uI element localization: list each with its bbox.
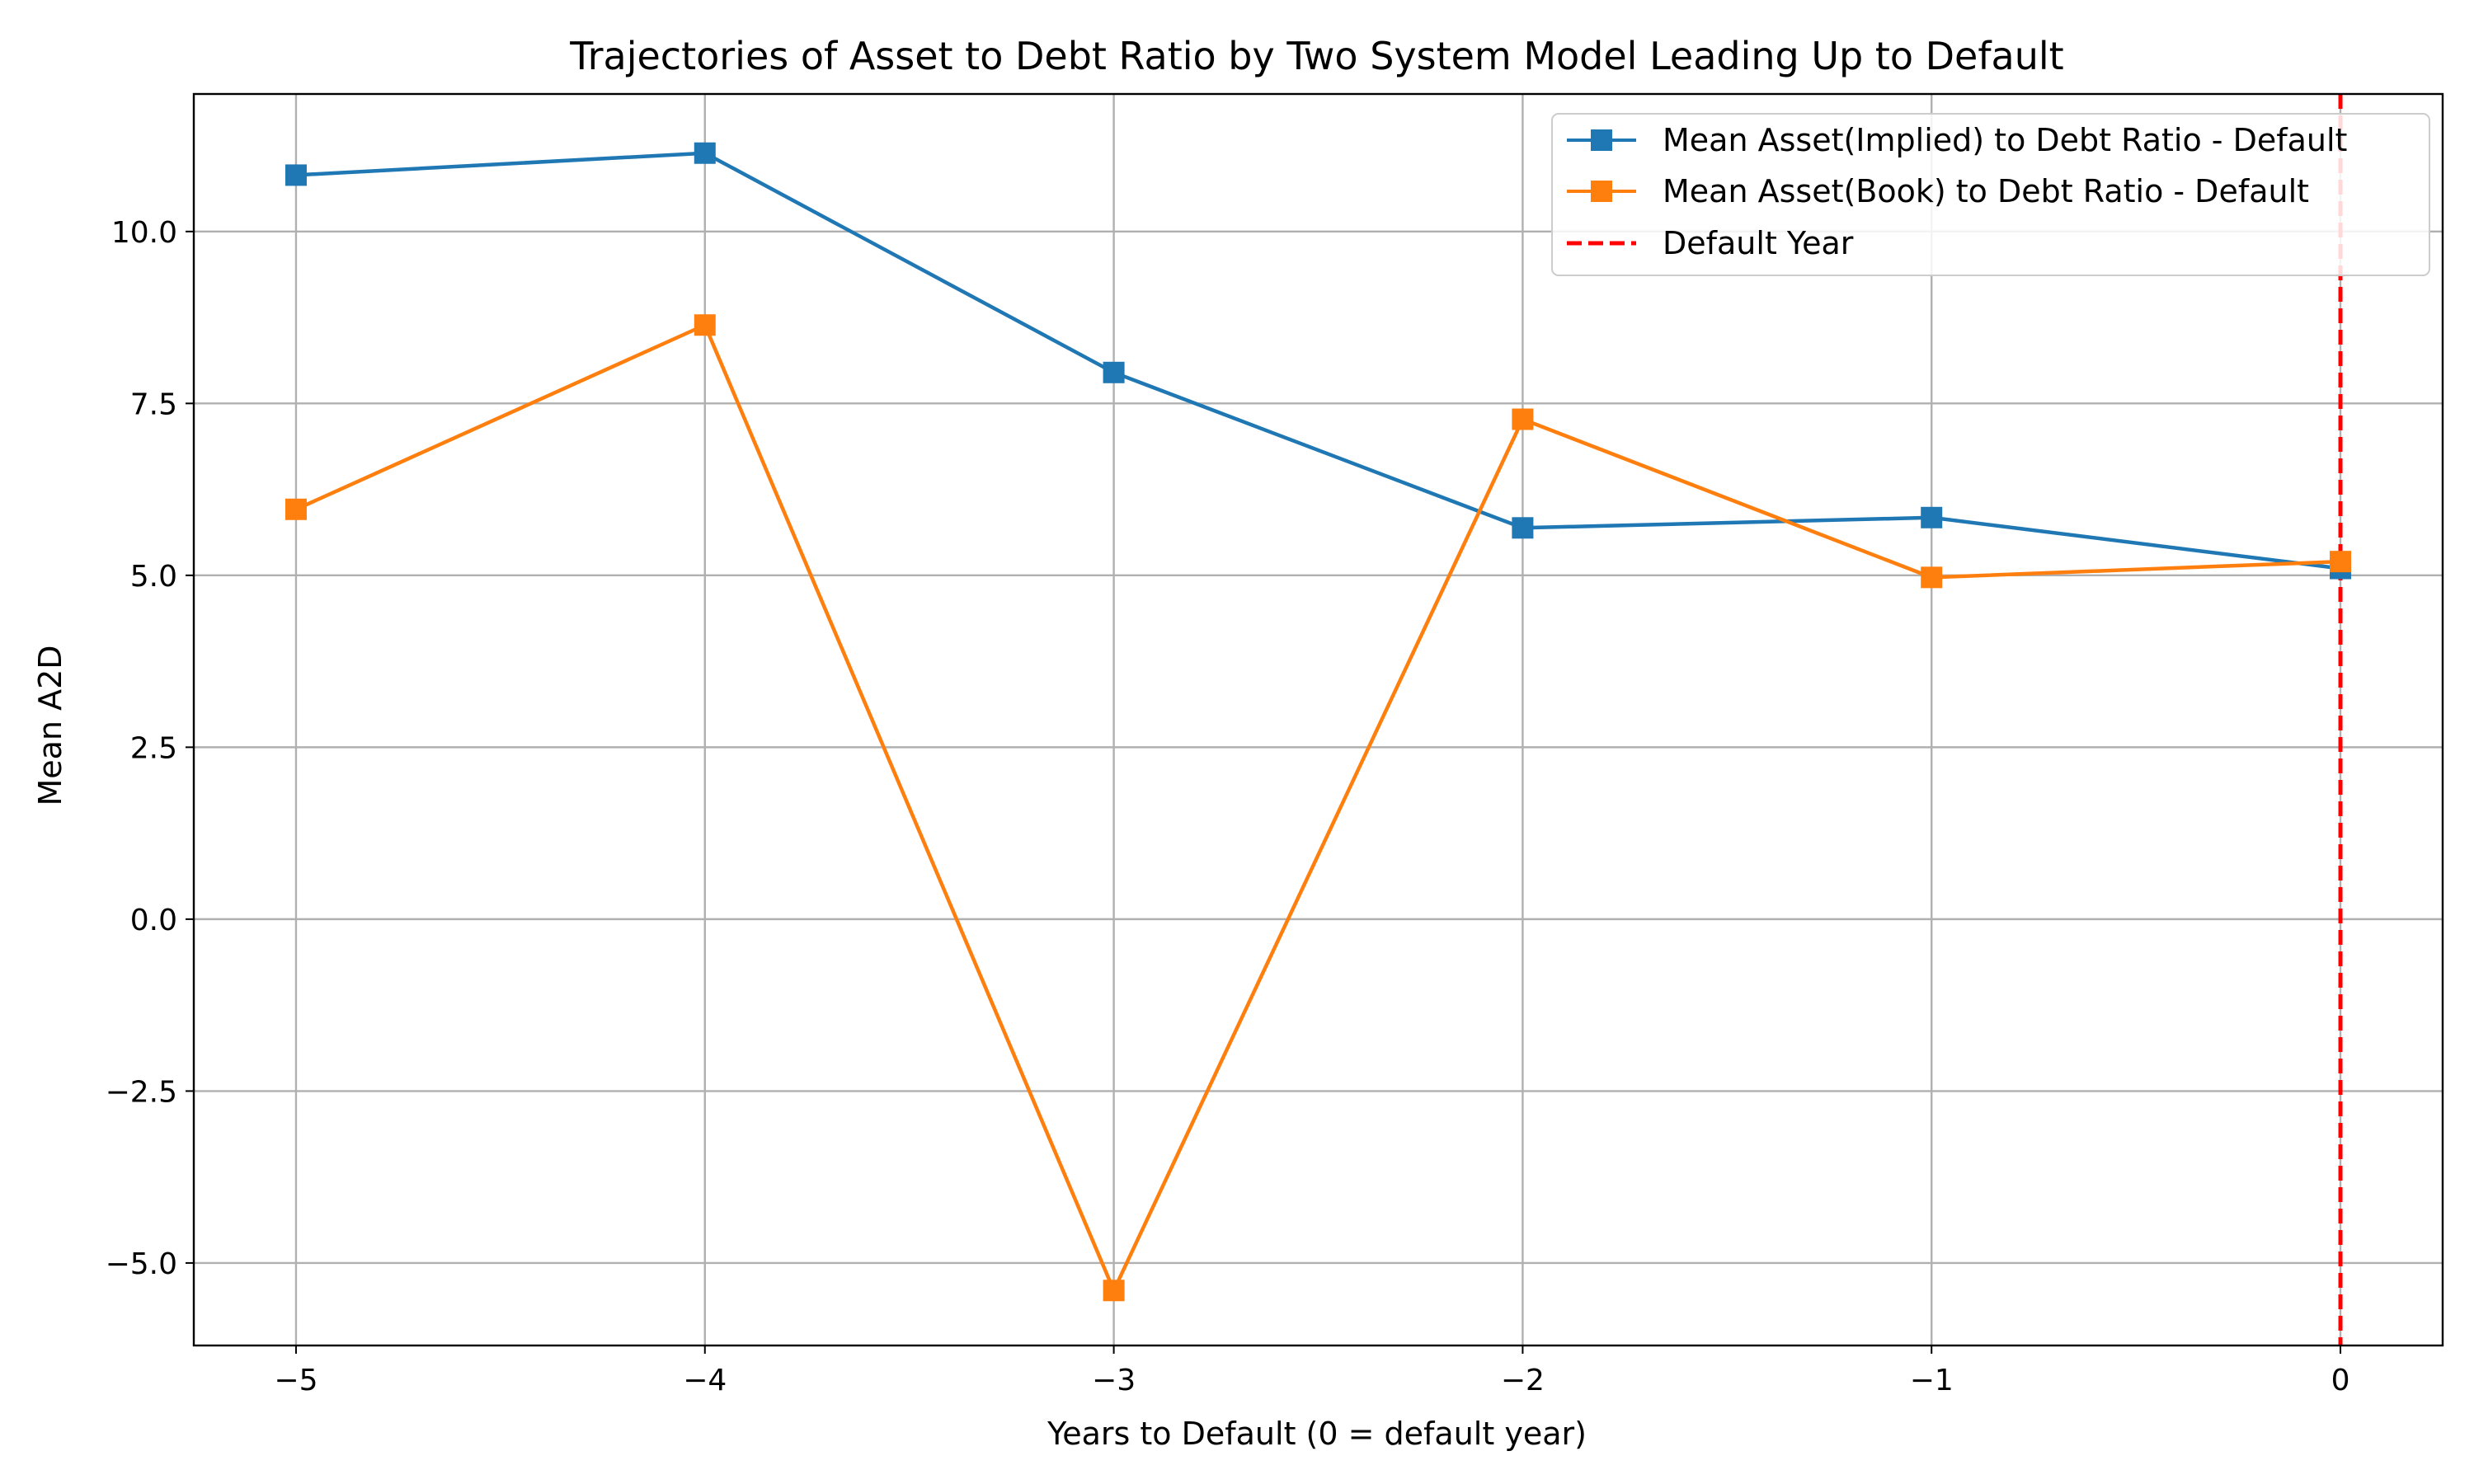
series-1-point: [1512, 408, 1534, 430]
series-1-point: [285, 498, 307, 520]
x-tick-label: 0: [2331, 1364, 2350, 1397]
ticks-layer: −5 −4 −3 −2 −1 0 −5.0 −2.5 0.0 2.5 5.0 7.5 10.0: [106, 216, 2350, 1397]
grid-layer: [194, 94, 2443, 1345]
y-tick-label: 7.5: [130, 387, 177, 421]
series-layer: [285, 142, 2352, 1302]
series-0-point: [694, 142, 716, 164]
series-1-point: [2330, 551, 2352, 573]
chart-title: Trajectories of Asset to Debt Ratio by T…: [569, 34, 2063, 78]
legend-label-default-year: Default Year: [1663, 225, 1854, 261]
y-tick-label: 10.0: [111, 216, 177, 250]
y-tick-label: −5.0: [106, 1247, 177, 1281]
series-0-point: [1512, 517, 1534, 539]
series-1-point: [1921, 566, 1943, 589]
series-line-1: [295, 322, 2341, 1293]
plot-area: −5 −4 −3 −2 −1 0 −5.0 −2.5 0.0 2.5 5.0 7.5 10.0: [106, 92, 2444, 1397]
series-0-point: [1103, 361, 1125, 383]
legend-entry-book: Mean Asset(Book) to Debt Ratio - Default: [1567, 173, 2309, 209]
x-tick-label: −5: [274, 1364, 317, 1397]
y-tick-label: 0.0: [130, 904, 177, 937]
x-tick-label: −1: [1910, 1364, 1954, 1397]
y-tick-label: 5.0: [130, 560, 177, 594]
y-tick-label: 2.5: [130, 731, 177, 765]
series-line-0: [295, 151, 2341, 571]
series-0-point: [1921, 506, 1943, 528]
legend-entry-default-year: Default Year: [1567, 225, 1854, 261]
y-axis-label: Mean A2D: [32, 645, 68, 805]
y-tick-label: −2.5: [106, 1075, 177, 1109]
legend: Mean Asset(Implied) to Debt Ratio - Defa…: [1551, 113, 2430, 276]
series-1-point: [1103, 1280, 1125, 1302]
legend-entry-implied: Mean Asset(Implied) to Debt Ratio - Defa…: [1567, 122, 2347, 158]
x-tick-label: −2: [1501, 1364, 1545, 1397]
x-tick-label: −4: [683, 1364, 727, 1397]
x-axis-label: Years to Default (0 = default year): [1047, 1416, 1587, 1452]
legend-swatch-book-marker: [1591, 181, 1612, 202]
series-1-point: [694, 314, 716, 336]
legend-swatch-implied-marker: [1591, 129, 1612, 151]
legend-label-implied: Mean Asset(Implied) to Debt Ratio - Defa…: [1663, 122, 2347, 158]
legend-box: [1551, 113, 2430, 276]
series-0-point: [285, 164, 307, 186]
legend-label-book: Mean Asset(Book) to Debt Ratio - Default: [1663, 173, 2309, 209]
plot-frame: [192, 92, 2444, 1347]
x-tick-label: −3: [1092, 1364, 1136, 1397]
